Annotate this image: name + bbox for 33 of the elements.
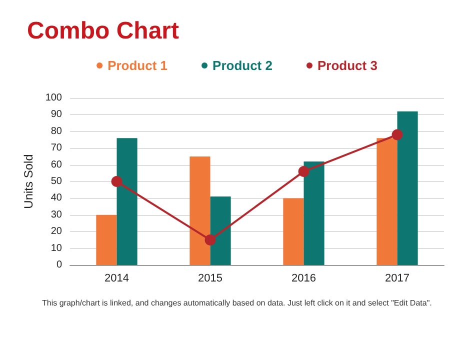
y-tick-label: 50: [50, 176, 62, 187]
point: [392, 129, 403, 140]
point: [111, 176, 122, 187]
bar: [397, 111, 418, 265]
bar: [116, 138, 138, 265]
y-tick-label: 90: [50, 109, 62, 120]
bar: [190, 156, 210, 265]
y-tick-label: 30: [50, 209, 62, 220]
y-tick-label: 70: [50, 142, 62, 154]
legend-label: Product 2: [212, 58, 272, 73]
y-tick-label: 100: [45, 92, 62, 104]
bar: [304, 161, 324, 265]
y-tick-label: 0: [56, 260, 62, 270]
bar: [210, 196, 231, 265]
y-tick-label: 40: [50, 192, 62, 204]
y-axis-title: Units Sold: [21, 154, 36, 209]
y-tick-label: 20: [50, 226, 62, 238]
y-tick-label: 60: [50, 159, 62, 170]
x-tick-label: 2015: [198, 272, 222, 284]
bar: [283, 198, 304, 265]
bar: [376, 138, 398, 265]
y-tick-label: 80: [50, 126, 62, 137]
chart-title: Combo Chart: [27, 18, 179, 44]
x-tick-label: 2014: [104, 272, 129, 284]
point: [298, 166, 310, 177]
x-tick-label: 2017: [385, 272, 410, 284]
legend-label: Product 1: [108, 58, 168, 73]
x-tick-label: 2016: [292, 272, 316, 284]
bar: [96, 214, 117, 265]
legend-label: Product 3: [317, 58, 378, 73]
point: [204, 234, 216, 246]
text: This graph/chart is linked, and changes automatically based on data. Just left click on it and select "Edit Data".: [42, 298, 432, 308]
y-tick-label: 10: [50, 242, 62, 254]
